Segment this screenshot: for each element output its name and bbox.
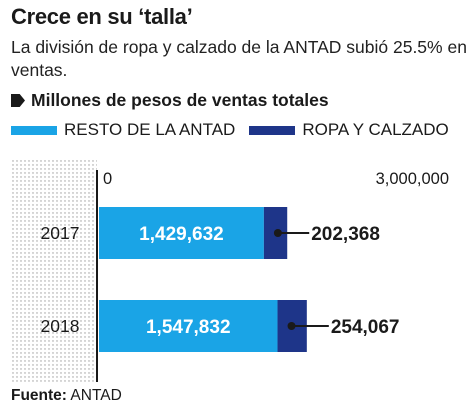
bar-resto-2017: [99, 207, 264, 259]
bar-value-label-ropa: 254,067: [331, 317, 400, 338]
measure-label: Millones de pesos de ventas totales: [11, 90, 329, 111]
chart-title: Crece en su ‘talla’: [11, 4, 193, 29]
bar-value-label-ropa: 202,368: [311, 224, 380, 245]
x-tick-label-end: 3,000,000: [376, 170, 449, 188]
legend-label-ropa: ROPA Y CALZADO: [302, 120, 449, 139]
legend-item-ropa: ROPA Y CALZADO: [249, 120, 449, 140]
tag-icon: [11, 94, 25, 107]
chart-subtitle: La división de ropa y calzado de la ANTA…: [11, 37, 467, 80]
category-label: 2018: [41, 316, 80, 336]
source-label: Fuente:: [11, 387, 67, 404]
legend-swatch-ropa: [249, 125, 296, 135]
x-tick-label-start: 0: [103, 170, 112, 188]
category-band: [11, 160, 97, 382]
legend-label-resto: RESTO DE LA ANTAD: [64, 120, 236, 139]
bar-chart: 0 3,000,000 2017 1,429,632 202,368 2018 1,547,…: [11, 160, 449, 382]
bar-resto-2018: [99, 300, 278, 352]
legend-item-resto: RESTO DE LA ANTAD: [11, 120, 235, 140]
legend-swatch-resto: [11, 125, 57, 135]
measure-label-text: Millones de pesos de ventas totales: [31, 90, 329, 110]
chart-legend: RESTO DE LA ANTAD ROPA Y CALZADO: [11, 120, 449, 140]
source-note: Fuente: ANTAD: [11, 387, 122, 405]
category-label: 2017: [41, 223, 80, 243]
bar-value-label-resto: 1,547,832: [146, 317, 231, 338]
source-value: ANTAD: [70, 387, 122, 404]
bar-value-label-resto: 1,429,632: [139, 224, 224, 245]
